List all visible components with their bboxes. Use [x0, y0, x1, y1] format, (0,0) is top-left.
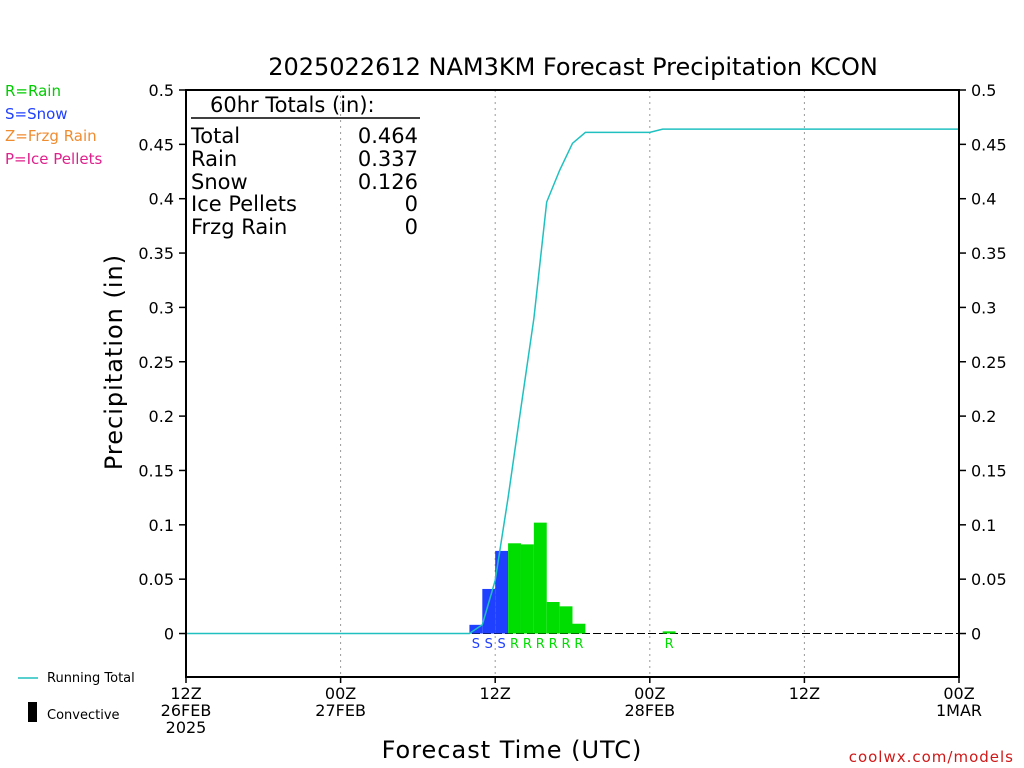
ytick-right-label-0: 0.5	[971, 81, 996, 100]
ytick-left-label-4: 0.3	[149, 298, 174, 317]
totals-name-snow: Snow	[191, 170, 248, 194]
y-axis-label: Precipitation (in)	[100, 254, 128, 470]
bar-5	[533, 522, 547, 634]
xtick-label-0-2: 2025	[166, 718, 207, 737]
bar-3	[508, 543, 521, 634]
totals-value-rain: 0.337	[358, 147, 418, 171]
totals-name-rain: Rain	[191, 147, 237, 171]
bar-9	[662, 631, 676, 634]
xtick-label-5-1: 1MAR	[936, 701, 982, 720]
totals-value-snow: 0.126	[358, 170, 418, 194]
bar-type-label-2: S	[498, 637, 506, 652]
credit-text: coolwx.com/models	[849, 748, 1014, 766]
precip-type-legend: R=Rain S=Snow Z=Frzg Rain P=Ice Pellets	[5, 82, 102, 168]
ytick-left-label-8: 0.1	[149, 516, 174, 535]
bar-7	[559, 606, 573, 634]
totals-box: 60hr Totals (in): Total 0.464 Rain 0.337…	[190, 93, 420, 239]
ytick-right-label-2: 0.4	[971, 190, 996, 209]
ytick-right-label-9: 0.05	[971, 570, 1007, 589]
bar-8	[572, 623, 586, 634]
ytick-right-label-10: 0	[971, 625, 981, 644]
bar-type-label-9: R	[665, 637, 674, 652]
bar-type-label-6: R	[549, 637, 558, 652]
xtick-label-3-1: 28FEB	[624, 701, 675, 720]
legend-rain: R=Rain	[5, 82, 61, 100]
ytick-left-label-10: 0	[164, 625, 174, 644]
running-total-legend-label: Running Total	[47, 671, 135, 686]
running-total-line	[186, 128, 959, 635]
totals-name-frzg-rain: Frzg Rain	[191, 215, 287, 239]
totals-value-total: 0.464	[358, 124, 418, 148]
ytick-left-label-6: 0.2	[149, 407, 174, 426]
xtick-label-2-0: 12Z	[480, 684, 511, 703]
legend-snow: S=Snow	[5, 105, 68, 123]
ytick-left-label-1: 0.45	[138, 135, 174, 154]
xtick-label-1-0: 00Z	[325, 684, 356, 703]
ytick-right-label-3: 0.35	[971, 244, 1007, 263]
bar-type-label-1: S	[485, 637, 493, 652]
totals-name-total: Total	[190, 124, 240, 148]
ytick-left-label-7: 0.15	[138, 461, 174, 480]
ytick-left-label-5: 0.25	[138, 353, 174, 372]
bar-type-label-3: R	[510, 637, 519, 652]
chart-title: 2025022612 NAM3KM Forecast Precipitation…	[268, 53, 878, 81]
bar-type-label-7: R	[562, 637, 571, 652]
ytick-left-label-2: 0.4	[149, 190, 174, 209]
ytick-right-label-8: 0.1	[971, 516, 996, 535]
ytick-right-label-5: 0.25	[971, 353, 1007, 372]
bar-4	[520, 544, 534, 634]
bar-type-label-5: R	[536, 637, 545, 652]
x-axis-label: Forecast Time (UTC)	[382, 736, 643, 764]
xtick-label-3-0: 00Z	[634, 684, 665, 703]
legend-ice-pellets: P=Ice Pellets	[5, 150, 102, 168]
y-axis-ticks: 0.5 0.5 0.45 0.45 0.4 0.4 0.35 0.35 0.3 0.3 0.25 0.…	[138, 81, 1006, 644]
bar-6	[546, 601, 560, 634]
ytick-right-label-1: 0.45	[971, 135, 1007, 154]
running-total-layer	[186, 128, 959, 635]
bar-type-label-4: R	[523, 637, 532, 652]
bar-type-label-8: R	[574, 637, 583, 652]
xtick-label-1-1: 27FEB	[315, 701, 366, 720]
xtick-label-4-0: 12Z	[789, 684, 820, 703]
bar-2	[495, 550, 509, 634]
ytick-right-label-4: 0.3	[971, 298, 996, 317]
legend-frzg-rain: Z=Frzg Rain	[5, 127, 97, 145]
totals-name-ice-pellets: Ice Pellets	[191, 192, 297, 216]
ytick-left-label-0: 0.5	[149, 81, 174, 100]
totals-heading: 60hr Totals (in):	[210, 93, 375, 117]
convective-swatch	[28, 702, 37, 722]
ytick-right-label-7: 0.15	[971, 461, 1007, 480]
xtick-label-0-1: 26FEB	[161, 701, 212, 720]
plot-frame	[185, 89, 960, 678]
bar-1	[482, 588, 496, 634]
ytick-left-label-3: 0.35	[138, 244, 174, 263]
xtick-label-0-0: 12Z	[170, 684, 201, 703]
bar-type-label-0: S	[472, 637, 480, 652]
ytick-right-label-6: 0.2	[971, 407, 996, 426]
bar-layer	[469, 522, 676, 634]
totals-value-frzg-rain: 0	[405, 215, 418, 239]
totals-value-ice-pellets: 0	[405, 192, 418, 216]
convective-legend-label: Convective	[47, 708, 120, 723]
xtick-label-5-0: 00Z	[943, 684, 974, 703]
ytick-left-label-9: 0.05	[138, 570, 174, 589]
bottom-legend: Running Total Convective	[18, 671, 135, 723]
